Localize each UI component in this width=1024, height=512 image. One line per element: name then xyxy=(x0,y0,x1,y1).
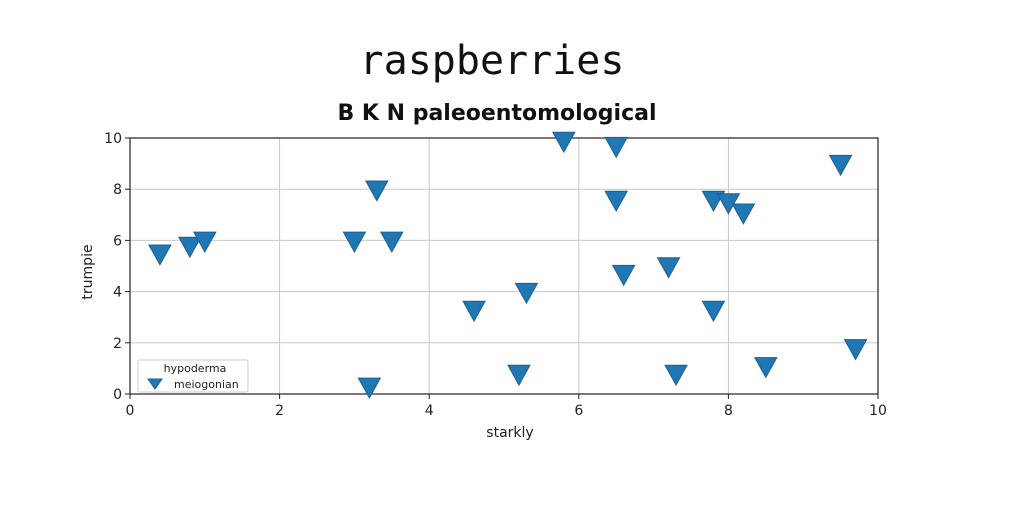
axis-ticks: 0 2 4 6 8 10 0 2 4 6 8 10 xyxy=(104,131,887,419)
y-tick-label: 0 xyxy=(113,387,122,403)
x-tick-label: 6 xyxy=(574,403,583,419)
x-axis-label: starkly xyxy=(486,425,533,441)
data-point xyxy=(843,339,868,361)
data-point xyxy=(379,231,404,253)
data-point xyxy=(611,264,636,287)
data-points xyxy=(148,131,868,399)
x-tick-label: 4 xyxy=(425,403,434,419)
data-point xyxy=(342,231,367,253)
data-point xyxy=(364,180,389,202)
data-point xyxy=(753,357,778,379)
data-point xyxy=(192,231,217,253)
y-tick-label: 10 xyxy=(104,131,122,147)
data-point xyxy=(507,364,531,387)
legend-box xyxy=(137,359,249,393)
x-tick-label: 8 xyxy=(724,403,733,419)
y-tick-label: 4 xyxy=(113,285,122,301)
y-tick-label: 6 xyxy=(113,233,122,249)
data-point xyxy=(514,282,539,305)
data-point xyxy=(177,236,202,259)
x-tick-label: 10 xyxy=(869,403,887,419)
y-tick-label: 2 xyxy=(113,336,122,352)
y-axis-label: trumpie xyxy=(80,244,96,299)
legend-title: hypoderma xyxy=(164,362,227,375)
data-point xyxy=(701,300,726,323)
chart-subtitle: B K N paleoentomological xyxy=(338,101,657,126)
data-point xyxy=(656,257,681,279)
legend-entry-label: meiogonian xyxy=(174,378,239,391)
chart-title: raspberries xyxy=(360,38,625,84)
x-tick-label: 2 xyxy=(275,403,284,419)
data-point xyxy=(357,377,382,399)
data-point xyxy=(604,190,629,213)
plot-frame xyxy=(129,137,879,395)
y-tick-label: 8 xyxy=(113,182,122,198)
data-point xyxy=(731,203,756,225)
data-point xyxy=(148,244,172,266)
data-point xyxy=(664,364,688,387)
data-point xyxy=(462,300,486,323)
x-tick-label: 0 xyxy=(126,403,135,419)
data-point xyxy=(551,131,576,154)
data-point xyxy=(604,136,629,159)
legend: hypoderma meiogonian xyxy=(137,359,249,393)
grid xyxy=(129,137,879,395)
data-point xyxy=(828,154,853,177)
legend-marker xyxy=(147,378,163,390)
